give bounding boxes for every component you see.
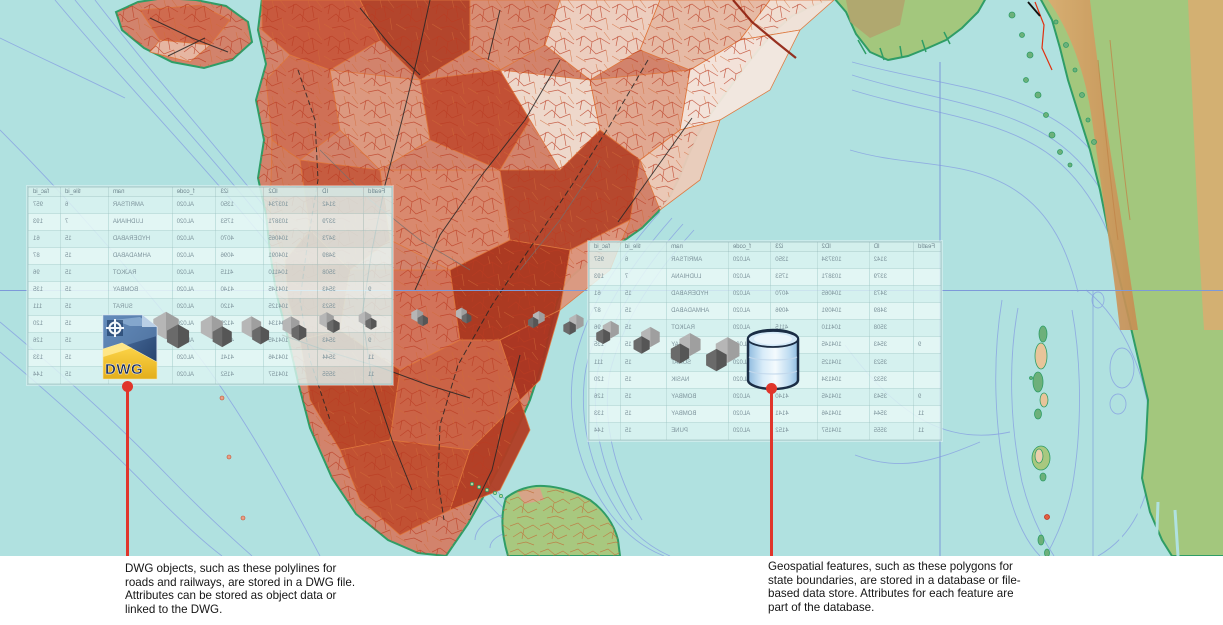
table-row: 3142 103734 1350 AL020 AMRITSAR 6 957 bbox=[28, 196, 392, 214]
lakshadweep-islets bbox=[219, 395, 246, 521]
column-header: FeatId bbox=[913, 242, 941, 252]
table-row: 3489 104091 4096 AL020 AHMADABAD 15 87 bbox=[28, 247, 392, 265]
column-header: ID2 bbox=[817, 242, 870, 252]
table-header-row: FeatId ID ID2 i23 f_code nam tile_id fac_id bbox=[28, 187, 392, 197]
column-header: f_code bbox=[172, 187, 216, 197]
geospatial-callout-text: Geospatial features, such as these polyg… bbox=[768, 560, 1078, 614]
column-header: ID bbox=[317, 187, 364, 197]
myanmar-coast bbox=[1008, 0, 1223, 556]
column-header: nam bbox=[108, 187, 173, 197]
dwg-callout-dot bbox=[122, 381, 133, 392]
callout-text-line: roads and railways, are stored in a DWG … bbox=[125, 575, 356, 589]
table-row: 3379 103871 1753 AL020 LUDHIANA 7 193 bbox=[589, 268, 941, 286]
column-header: FeatId bbox=[363, 187, 392, 197]
column-header: nam bbox=[666, 242, 729, 252]
column-header: i23 bbox=[770, 242, 818, 252]
callout-text-line: Attributes can be stored as object data … bbox=[125, 589, 337, 603]
table-row: 3473 104065 4070 AL020 HYDERABAD 15 61 bbox=[589, 285, 941, 303]
table-row: 35321041344129AL020NASIK15120 bbox=[28, 315, 392, 333]
dwg-callout-line bbox=[126, 388, 129, 556]
table-row: 3473 104065 4070 AL020 HYDERABAD 15 61 bbox=[28, 230, 392, 248]
table-header-row: FeatId ID ID2 i23 f_code nam tile_id fac_id bbox=[589, 242, 941, 252]
geospatial-callout-dot bbox=[766, 383, 777, 394]
ganges-delta bbox=[834, 0, 987, 62]
attribute-table: FeatId ID ID2 i23 f_code nam tile_id fac_id 3142… bbox=[28, 187, 392, 384]
dwg-file-icon: DWG bbox=[100, 312, 162, 382]
database-icon bbox=[744, 327, 802, 393]
irrawaddy-inlets bbox=[1116, 497, 1180, 556]
column-header: f_code bbox=[728, 242, 771, 252]
international-boundary bbox=[1034, 1, 1053, 71]
andaman-islands bbox=[1029, 325, 1051, 556]
column-header: tile_id bbox=[60, 187, 109, 197]
column-header: tile_id bbox=[620, 242, 667, 252]
palk-strait-islets bbox=[470, 482, 503, 498]
geospatial-callout-line bbox=[770, 390, 773, 556]
column-header: fac_id bbox=[589, 242, 621, 252]
shan-hills bbox=[1188, 0, 1223, 330]
column-header: ID2 bbox=[263, 187, 318, 197]
callout-text-line: DWG objects, such as these polylines for bbox=[125, 562, 337, 575]
table-row: 3489 104091 4096 AL020 AHMADABAD 15 87 bbox=[589, 302, 941, 320]
folded-corner bbox=[142, 315, 157, 327]
table-row: 3508 104110 4115 AL020 RAJKOT 15 96 bbox=[28, 264, 392, 282]
column-header: i23 bbox=[216, 187, 264, 197]
callout-text-line: linked to the DWG. bbox=[125, 602, 223, 616]
callout-text-line: state boundaries, are stored in a databa… bbox=[768, 573, 1021, 587]
callout-text-line: part of the database. bbox=[768, 600, 875, 614]
cad-crosshair-icon bbox=[106, 319, 124, 337]
table-row: 3379 103871 1753 AL020 LUDHIANA 7 193 bbox=[28, 213, 392, 231]
secondary-roads bbox=[319, 149, 601, 271]
callout-text-line: Geospatial features, such as these polyg… bbox=[768, 560, 1013, 573]
india-terrain-map bbox=[0, 0, 1223, 556]
column-header: fac_id bbox=[28, 187, 61, 197]
dwg-label: DWG bbox=[105, 361, 143, 378]
dwg-callout-text: DWG objects, such as these polylines for… bbox=[125, 562, 405, 616]
dwg-object-data-table: FeatId ID ID2 i23 f_code nam tile_id fac_id 3142… bbox=[27, 186, 393, 385]
arakan-mountains bbox=[1048, 0, 1138, 330]
callout-text-line: based data store. Attributes for each fe… bbox=[768, 587, 1014, 601]
table-row: 3142 103734 1350 AL020 AMRITSAR 6 957 bbox=[589, 251, 941, 269]
coastal-islands bbox=[1008, 11, 1097, 168]
state-boundary-line bbox=[732, 0, 797, 59]
column-header: ID bbox=[869, 242, 914, 252]
